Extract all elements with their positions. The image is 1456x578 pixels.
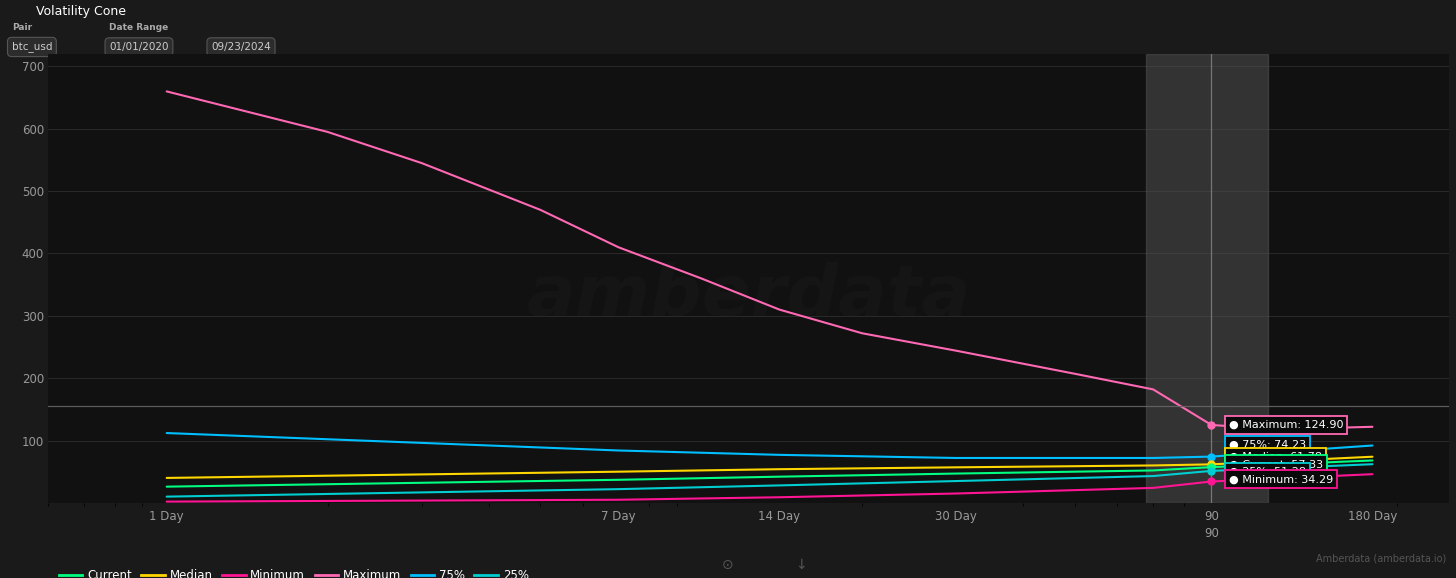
Text: 09/23/2024: 09/23/2024 (211, 42, 271, 52)
Text: ⊙: ⊙ (722, 558, 734, 572)
Text: ● 25%: 51.28: ● 25%: 51.28 (1229, 466, 1306, 477)
Text: ● Maximum: 124.90: ● Maximum: 124.90 (1229, 420, 1344, 430)
Text: btc_usd: btc_usd (12, 42, 52, 53)
Text: 90: 90 (1204, 527, 1219, 539)
Text: ↓: ↓ (795, 558, 807, 572)
Text: Amberdata (amberdata.io): Amberdata (amberdata.io) (1316, 554, 1446, 564)
Bar (1146, 54, 1268, 503)
Text: ● 75%: 74.23: ● 75%: 74.23 (1229, 440, 1306, 450)
Text: 01/01/2020: 01/01/2020 (109, 42, 169, 52)
Legend: Current, Median, Minimum, Maximum, 75%, 25%: Current, Median, Minimum, Maximum, 75%, … (54, 564, 533, 578)
Text: Pair: Pair (12, 23, 32, 32)
Text: ● Median: 61.78: ● Median: 61.78 (1229, 452, 1322, 462)
Text: amberdata: amberdata (526, 262, 971, 331)
Text: ● Minimum: 34.29: ● Minimum: 34.29 (1229, 474, 1334, 484)
Text: Volatility Cone: Volatility Cone (36, 5, 127, 17)
Text: ● Current: 57.33: ● Current: 57.33 (1229, 459, 1324, 469)
Text: Date Range: Date Range (109, 23, 169, 32)
